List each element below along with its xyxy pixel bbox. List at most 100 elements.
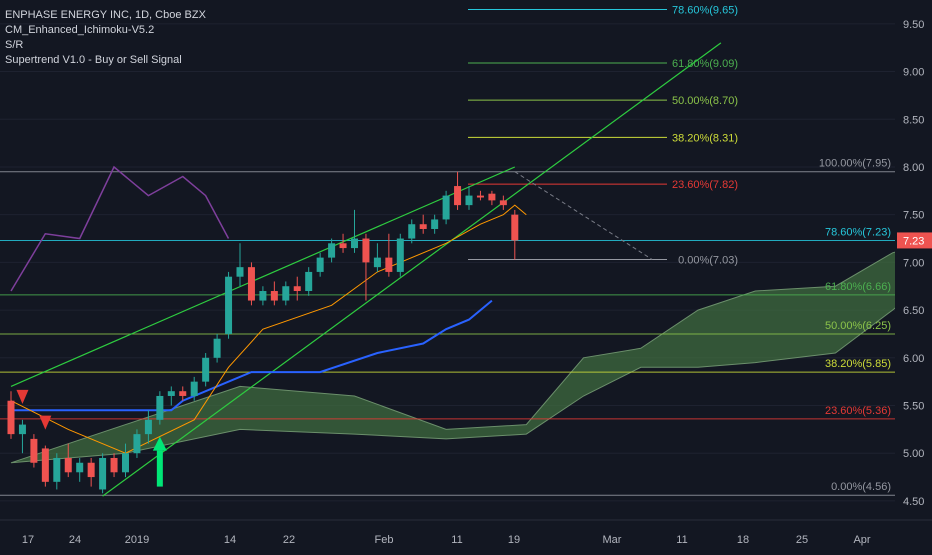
- candle-body: [156, 395, 164, 420]
- fib-ext-label: 78.60%(9.65): [672, 5, 738, 17]
- x-tick-label: Mar: [603, 534, 622, 546]
- candle-body: [373, 257, 381, 268]
- x-tick-label: 19: [508, 534, 520, 546]
- x-tick-label: 11: [676, 534, 687, 546]
- candle-body: [76, 462, 84, 473]
- symbol-title: ENPHASE ENERGY INC, 1D, Cboe BZX: [5, 9, 206, 21]
- candle-body: [213, 338, 221, 358]
- x-tick-label: 24: [69, 534, 81, 546]
- candle-body: [202, 357, 210, 382]
- last-price-badge: [897, 232, 932, 249]
- candle-body: [110, 457, 118, 473]
- y-tick-label: 4.50: [903, 496, 924, 508]
- indicator-ichimoku: CM_Enhanced_Ichimoku-V5.2: [5, 24, 155, 36]
- candle-body: [328, 243, 336, 258]
- supertrend-line: [11, 299, 493, 412]
- candle-body: [236, 267, 244, 277]
- lagging-span-line: [10, 165, 230, 292]
- candle-body: [133, 434, 141, 454]
- candle-body: [99, 457, 107, 490]
- fib-ext-label: 0.00%(7.03): [678, 255, 738, 267]
- candle-body: [488, 193, 496, 201]
- candle-body: [41, 448, 49, 482]
- projection-dashed-line: [514, 171, 653, 260]
- buy-signal-bar: [156, 450, 163, 487]
- y-tick-label: 7.50: [903, 210, 924, 222]
- channel-lower-line: [102, 42, 722, 497]
- candle-body: [305, 271, 313, 292]
- fib-level-label: 23.60%(5.36): [825, 405, 891, 417]
- candle-body: [190, 381, 198, 396]
- x-tick-label: Apr: [853, 534, 870, 546]
- candle-body: [316, 257, 324, 272]
- y-tick-label: 5.50: [903, 401, 924, 413]
- candle-body: [179, 391, 187, 396]
- x-tick-label: 17: [22, 534, 34, 546]
- candle-body: [385, 257, 393, 272]
- candle-body: [87, 462, 95, 478]
- candle-body: [476, 195, 484, 198]
- candle-body: [7, 400, 15, 435]
- fib-ext-label: 38.20%(8.31): [672, 132, 738, 144]
- y-tick-label: 8.50: [903, 114, 924, 126]
- indicator-sr: S/R: [5, 39, 24, 51]
- candle-body: [247, 267, 255, 301]
- candle-body: [499, 200, 507, 206]
- legend: ENPHASE ENERGY INC, 1D, Cboe BZX CM_Enha…: [5, 8, 206, 68]
- fib-level-label: 100.00%(7.95): [819, 158, 891, 170]
- candle-body: [53, 457, 61, 482]
- candle-body: [122, 453, 129, 473]
- fib-level-label: 50.00%(6.25): [825, 320, 891, 332]
- candle-body: [293, 286, 301, 292]
- x-tick-label: Feb: [375, 534, 394, 546]
- candle-body: [465, 195, 473, 206]
- candle-body: [362, 238, 370, 263]
- last-price-label: 7.23: [903, 235, 924, 247]
- fib-level-label: 38.20%(5.85): [825, 358, 891, 370]
- x-tick-label: 18: [737, 534, 749, 546]
- sell-signal-arrow: [39, 415, 52, 430]
- x-tick-label: 25: [796, 534, 808, 546]
- y-tick-label: 9.50: [903, 19, 924, 31]
- candle-body: [351, 238, 358, 249]
- channel-upper-line: [10, 166, 516, 387]
- y-tick-label: 6.50: [903, 305, 924, 317]
- candle-body: [419, 224, 427, 229]
- y-tick-label: 9.00: [903, 67, 924, 79]
- candle-body: [259, 291, 267, 301]
- candle-body: [64, 457, 72, 473]
- fib-ext-label: 61.80%(9.09): [672, 58, 738, 70]
- fib-level-label: 0.00%(4.56): [831, 481, 891, 493]
- x-tick-label: 22: [283, 534, 295, 546]
- candle-body: [396, 238, 404, 272]
- candle-body: [408, 224, 416, 239]
- candle-body: [339, 243, 347, 249]
- time-axis-bg: [0, 520, 932, 550]
- y-tick-label: 6.00: [903, 353, 924, 365]
- indicator-supertrend: Supertrend V1.0 - Buy or Sell Signal: [5, 54, 182, 66]
- candle-body: [431, 219, 439, 229]
- candle-body: [270, 291, 278, 301]
- sell-signal-arrow: [16, 389, 29, 404]
- ichimoku-cloud: [10, 242, 932, 464]
- candle-body: [30, 438, 38, 463]
- price-axis-bg: [895, 0, 932, 550]
- fib-ext-label: 50.00%(8.70): [672, 95, 738, 107]
- fib-level-label: 78.60%(7.23): [825, 226, 891, 238]
- fib-ext-label: 23.60%(7.82): [672, 179, 738, 191]
- candle-body: [454, 186, 462, 206]
- candle-body: [225, 276, 233, 334]
- x-tick-label: 11: [451, 534, 462, 546]
- fib-level-label: 61.80%(6.66): [825, 281, 891, 293]
- x-tick-label: 14: [224, 534, 236, 546]
- candle-body: [511, 214, 519, 241]
- candle-body: [442, 195, 450, 220]
- candle-body: [144, 419, 152, 435]
- y-tick-label: 5.00: [903, 448, 924, 460]
- buy-signal-arrow: [152, 436, 167, 451]
- y-tick-label: 7.00: [903, 257, 924, 269]
- candle-body: [18, 424, 26, 435]
- candle-body: [282, 286, 290, 301]
